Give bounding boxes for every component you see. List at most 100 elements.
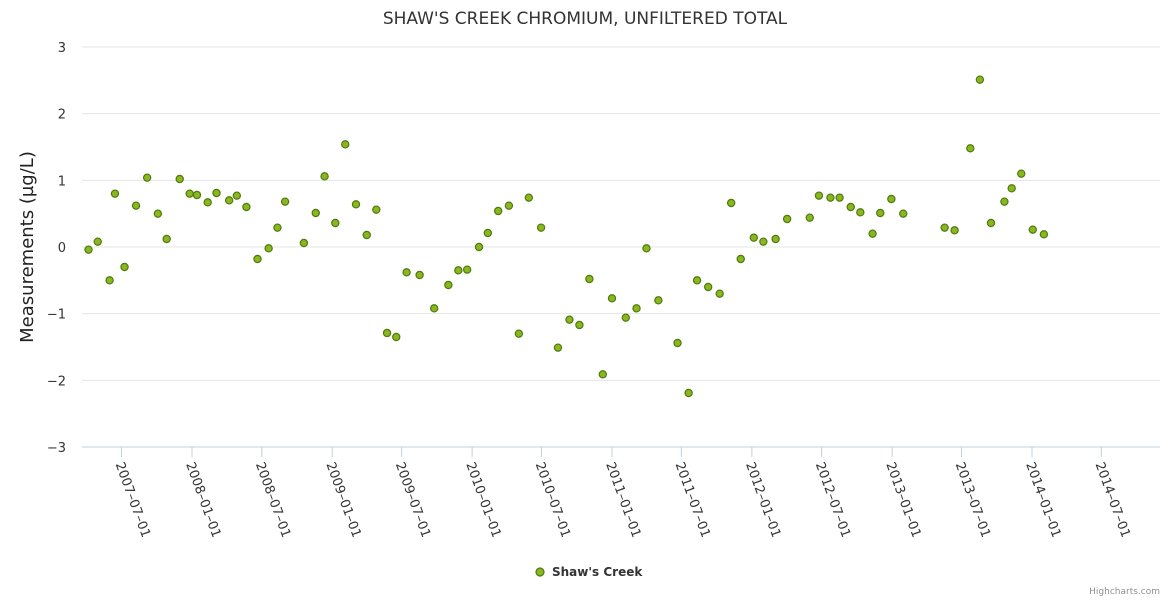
data-point[interactable] [1000,197,1009,206]
legend-marker [535,567,545,577]
data-point[interactable] [621,313,630,322]
data-point[interactable] [598,370,607,379]
y-tick-label: 3 [58,41,66,56]
data-point[interactable] [899,209,908,218]
x-tick-label: 2010–07–01 [532,460,573,540]
data-point[interactable] [846,202,855,212]
data-point[interactable] [142,173,152,182]
data-point[interactable] [1039,230,1049,239]
data-point[interactable] [203,198,212,207]
data-point[interactable] [814,191,824,200]
credits-link[interactable]: Highcharts.com [1089,587,1160,597]
data-point[interactable] [1028,225,1037,234]
data-point[interactable] [131,201,141,210]
data-point[interactable] [232,191,242,200]
data-point[interactable] [684,388,693,398]
data-point[interactable] [1007,184,1016,193]
data-point[interactable] [224,196,234,205]
data-point[interactable] [726,198,736,208]
data-point[interactable] [632,304,641,313]
data-point[interactable] [175,174,184,184]
data-point[interactable] [162,234,171,244]
data-point[interactable] [966,144,975,153]
data-point[interactable] [273,223,282,232]
data-point[interactable] [868,229,877,238]
data-point[interactable] [192,190,202,200]
data-point[interactable] [84,245,93,254]
x-tick-label: 2011–07–01 [672,460,713,540]
data-point[interactable] [607,294,617,303]
data-point[interactable] [105,276,114,285]
data-point[interactable] [331,218,340,228]
x-tick-label: 2011–01–01 [602,460,643,540]
data-point[interactable] [536,223,546,232]
legend[interactable]: Shaw's Creek [535,565,643,579]
data-point[interactable] [454,266,463,275]
data-point[interactable] [372,205,381,214]
data-point[interactable] [759,237,768,246]
data-point[interactable] [876,208,885,218]
data-point[interactable] [415,270,424,280]
data-point[interactable] [736,254,745,264]
data-point[interactable] [1017,169,1026,178]
data-point[interactable] [654,296,663,305]
data-point[interactable] [93,237,102,246]
data-point[interactable] [805,213,814,222]
data-point[interactable] [320,172,329,181]
data-point[interactable] [565,315,574,324]
x-tick-label: 2007–07–01 [112,460,153,540]
data-point[interactable] [835,193,844,202]
data-point[interactable] [280,197,290,206]
data-point[interactable] [771,234,780,244]
data-point[interactable] [585,274,594,284]
data-point[interactable] [311,208,320,218]
data-point[interactable] [826,193,835,202]
data-point[interactable] [444,280,453,290]
data-point[interactable] [553,343,563,352]
data-point[interactable] [856,208,865,217]
data-point[interactable] [887,194,896,204]
data-point[interactable] [474,242,484,252]
data-point[interactable] [264,244,273,253]
x-tick-label: 2014–07–01 [1092,460,1133,540]
data-point[interactable] [703,282,713,292]
legend-item-label[interactable]: Shaw's Creek [552,565,643,579]
data-point[interactable] [362,230,371,240]
data-point[interactable] [299,238,309,248]
data-point[interactable] [986,218,996,228]
data-point[interactable] [673,338,682,348]
data-point[interactable] [382,328,392,338]
data-point[interactable] [242,202,251,212]
data-point[interactable] [749,233,758,242]
data-point[interactable] [715,289,724,298]
data-point[interactable] [120,262,129,272]
data-point[interactable] [514,329,524,338]
x-tick-label: 2008–01–01 [182,460,223,540]
data-point[interactable] [782,214,792,224]
data-point[interactable] [253,254,262,264]
x-tick-label: 2012–07–01 [812,460,853,540]
data-point[interactable] [429,304,439,313]
data-point[interactable] [692,276,702,285]
x-tick-label: 2010–01–01 [462,460,503,540]
data-point[interactable] [575,320,584,330]
data-point[interactable] [212,188,221,198]
data-point[interactable] [950,226,959,235]
data-point[interactable] [940,223,949,232]
data-point[interactable] [642,244,651,253]
data-point[interactable] [153,209,163,218]
data-point[interactable] [402,268,411,277]
data-point[interactable] [975,75,985,84]
data-point[interactable] [483,228,493,238]
x-axis: 2007–07–01 2008–01–01 2008–07–01 2009–01–01… [112,447,1133,540]
data-point[interactable] [110,189,120,198]
data-points [84,75,1049,398]
data-point[interactable] [185,189,194,198]
data-point[interactable] [524,193,534,202]
data-point[interactable] [493,206,503,216]
data-point[interactable] [392,332,401,342]
data-point[interactable] [341,140,350,149]
data-point[interactable] [504,201,514,210]
data-point[interactable] [351,200,361,209]
data-point[interactable] [462,265,472,274]
